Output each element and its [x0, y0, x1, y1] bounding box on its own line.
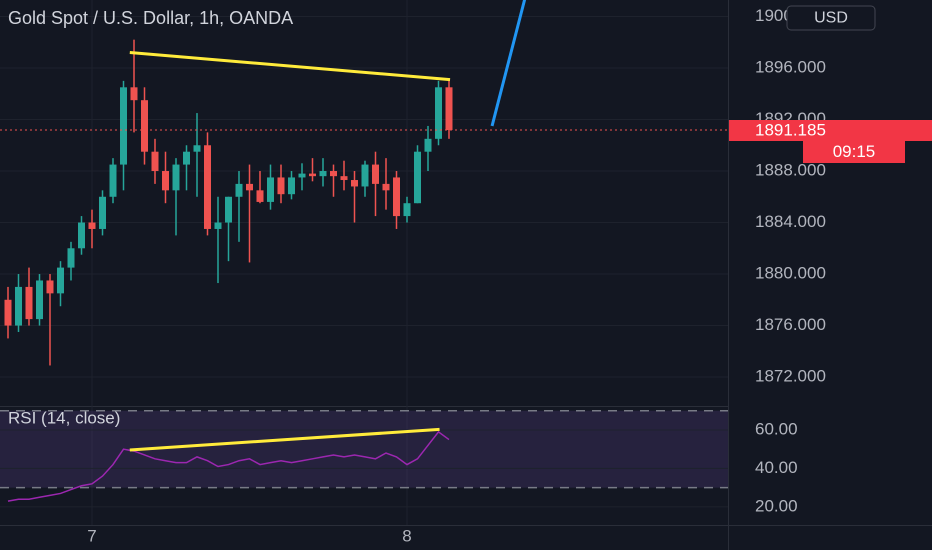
candle-body [46, 280, 54, 294]
candle-body [382, 183, 390, 191]
overlay [0, 0, 728, 452]
currency-button[interactable] [786, 5, 876, 31]
candle-body [193, 145, 201, 152]
x-tick-label: 8 [402, 526, 411, 545]
candle-body [351, 180, 358, 187]
rsi-line [7, 430, 450, 502]
last-price-label: 1891.185 [755, 120, 826, 139]
candle-body [78, 222, 85, 249]
rsi-band [0, 410, 728, 488]
trend-line [129, 427, 440, 452]
chart-title: Gold Spot / U.S. Dollar, 1h, OANDA [8, 8, 293, 28]
y-tick-label: 1896.000 [755, 57, 826, 76]
candle-body [361, 164, 369, 187]
candle-body [298, 173, 306, 178]
candle-body [15, 286, 22, 326]
candle-body [235, 183, 243, 197]
candle-body [246, 183, 253, 191]
grid: 1872.000 1876.000 1880.000 1884.000 1888.000… [0, 0, 826, 525]
trend-line [490, 0, 527, 127]
candle-body [4, 299, 12, 326]
candle-body [36, 280, 43, 320]
y-tick-label: 1884.000 [755, 212, 826, 231]
y-tick-label: 40.00 [755, 458, 798, 477]
candle-body [372, 164, 379, 184]
y-tick-label: 20.00 [755, 496, 798, 515]
x-tick-label: 7 [87, 526, 96, 545]
candle-body [309, 173, 316, 177]
candle-body [141, 100, 148, 152]
candle-body [57, 267, 64, 294]
candle-body [130, 87, 138, 101]
candle-body [403, 203, 411, 217]
y-tick-label: 1880.000 [755, 264, 826, 283]
candle-body [319, 171, 327, 177]
trend-line [129, 51, 451, 82]
y-tick-label: 1872.000 [755, 367, 826, 386]
candle-body [120, 87, 127, 165]
candle-body [424, 138, 432, 152]
candle-body [214, 222, 222, 229]
countdown-box [803, 140, 905, 163]
candle-body [256, 190, 264, 202]
candle-body [267, 177, 274, 202]
marks [4, 39, 453, 502]
candle-body [225, 196, 232, 223]
candle-body [204, 145, 211, 229]
candle-body [330, 171, 337, 177]
candle-body [151, 151, 159, 172]
last-price-box [729, 119, 932, 141]
candle-body [88, 222, 96, 229]
candle-body [393, 177, 400, 217]
candle-body [288, 177, 295, 195]
candle-body [445, 87, 453, 130]
candle-body [172, 164, 180, 191]
candle-body [99, 196, 106, 229]
candle-body [162, 171, 169, 191]
candle-body [109, 164, 117, 197]
y-tick-label: 1876.000 [755, 315, 826, 334]
candle-body [183, 151, 190, 165]
candle-body [67, 248, 75, 268]
y-tick-label: 60.00 [755, 419, 798, 438]
y-tick-label: 1888.000 [755, 160, 826, 179]
candle-body [25, 286, 33, 320]
candle-body [414, 151, 421, 204]
rsi-title: RSI (14, close) [8, 408, 120, 427]
countdown-label: 09:15 [833, 142, 876, 161]
candle-body [277, 177, 285, 195]
candle-body [435, 87, 442, 139]
candle-body [340, 176, 348, 181]
currency-label[interactable]: USD [814, 10, 848, 27]
